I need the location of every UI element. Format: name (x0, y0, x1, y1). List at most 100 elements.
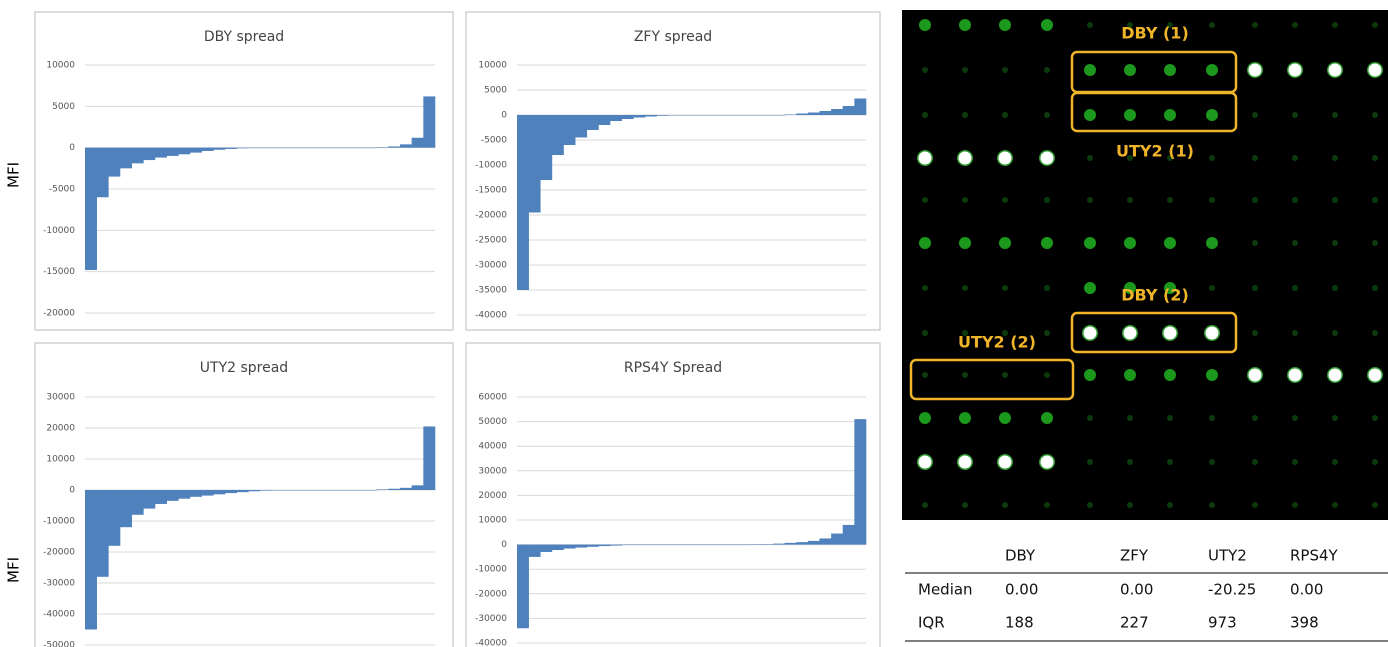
y-tick-label: -40000 (475, 311, 507, 321)
spot (1087, 197, 1093, 203)
spot (1292, 155, 1298, 161)
spot (922, 197, 928, 203)
bar (342, 490, 354, 491)
bar (342, 148, 354, 149)
bar (610, 115, 622, 121)
bar (552, 545, 564, 550)
spot (1002, 285, 1008, 291)
bar (202, 148, 214, 151)
image-label: UTY2 (2) (958, 333, 1036, 352)
spot (1167, 459, 1173, 465)
spot (999, 412, 1011, 424)
bar (854, 99, 866, 116)
spot (1087, 22, 1093, 28)
spot (1329, 369, 1342, 382)
spot (1369, 369, 1382, 382)
bar (412, 138, 424, 148)
table-header: UTY2 (1208, 547, 1247, 565)
table-cell: 0.00 (1290, 581, 1323, 599)
y-tick-label: -20000 (475, 211, 507, 221)
bar (190, 490, 202, 497)
bar (645, 115, 657, 117)
y-tick-label: 60000 (478, 393, 507, 403)
spot (1206, 237, 1218, 249)
bar (97, 490, 109, 577)
spot (1164, 327, 1177, 340)
bar (517, 115, 529, 290)
bar (540, 115, 552, 180)
spot (1209, 285, 1215, 291)
spot (1209, 155, 1215, 161)
bar (680, 115, 692, 116)
y-tick-label: 30000 (46, 393, 75, 403)
bar (610, 545, 622, 546)
y-tick-label: 10000 (46, 61, 75, 71)
bar (796, 542, 808, 544)
spot (1041, 412, 1053, 424)
bar (167, 148, 179, 156)
spot (1127, 459, 1133, 465)
bar (633, 115, 645, 118)
bar (831, 534, 843, 545)
y-tick-label: -25000 (475, 236, 507, 246)
y-tick-label: -40000 (43, 610, 75, 620)
spot (962, 285, 968, 291)
spot (1372, 502, 1378, 508)
bar (843, 525, 855, 545)
spot (1332, 112, 1338, 118)
bar (587, 115, 599, 130)
bar (808, 541, 820, 545)
spot (1124, 369, 1136, 381)
bar (703, 545, 715, 546)
spot (1332, 502, 1338, 508)
y-tick-label: -35000 (475, 286, 507, 296)
spot (1206, 109, 1218, 121)
spot (1167, 197, 1173, 203)
spot (1124, 64, 1136, 76)
y-tick-label: -40000 (475, 639, 507, 647)
bar (598, 115, 610, 125)
spot (1292, 285, 1298, 291)
bar (225, 148, 237, 149)
row-label: IQR (918, 614, 945, 632)
bar (108, 490, 120, 546)
bar (143, 148, 155, 160)
spot (1041, 152, 1054, 165)
bar (657, 115, 669, 116)
bar (622, 115, 634, 119)
spot (1332, 155, 1338, 161)
spot (922, 112, 928, 118)
spot (1167, 415, 1173, 421)
spot (1332, 285, 1338, 291)
spot (1124, 327, 1137, 340)
bar (552, 115, 564, 155)
y-axis-label: MFI (5, 162, 23, 188)
y-tick-label: 0 (501, 111, 507, 121)
spot (1087, 502, 1093, 508)
bar (295, 148, 307, 149)
spot (1372, 197, 1378, 203)
y-tick-label: -50000 (43, 641, 75, 647)
spot (1084, 369, 1096, 381)
y-tick-label: 10000 (478, 61, 507, 71)
bar (272, 148, 284, 149)
spot (1044, 502, 1050, 508)
spot (1252, 112, 1258, 118)
spot (919, 152, 932, 165)
spot (1164, 64, 1176, 76)
y-tick-label: -30000 (43, 579, 75, 589)
spot (1369, 64, 1382, 77)
table-cell: 973 (1208, 614, 1237, 632)
bar (657, 545, 669, 546)
spot (1252, 155, 1258, 161)
spot (1167, 502, 1173, 508)
bar (668, 115, 680, 116)
image-label: UTY2 (1) (1116, 142, 1194, 161)
y-tick-label: -20000 (475, 589, 507, 599)
bar (132, 490, 144, 515)
bar (726, 545, 738, 546)
spot (1084, 64, 1096, 76)
bar (633, 545, 645, 546)
spot (1044, 67, 1050, 73)
y-tick-label: -20000 (43, 309, 75, 319)
